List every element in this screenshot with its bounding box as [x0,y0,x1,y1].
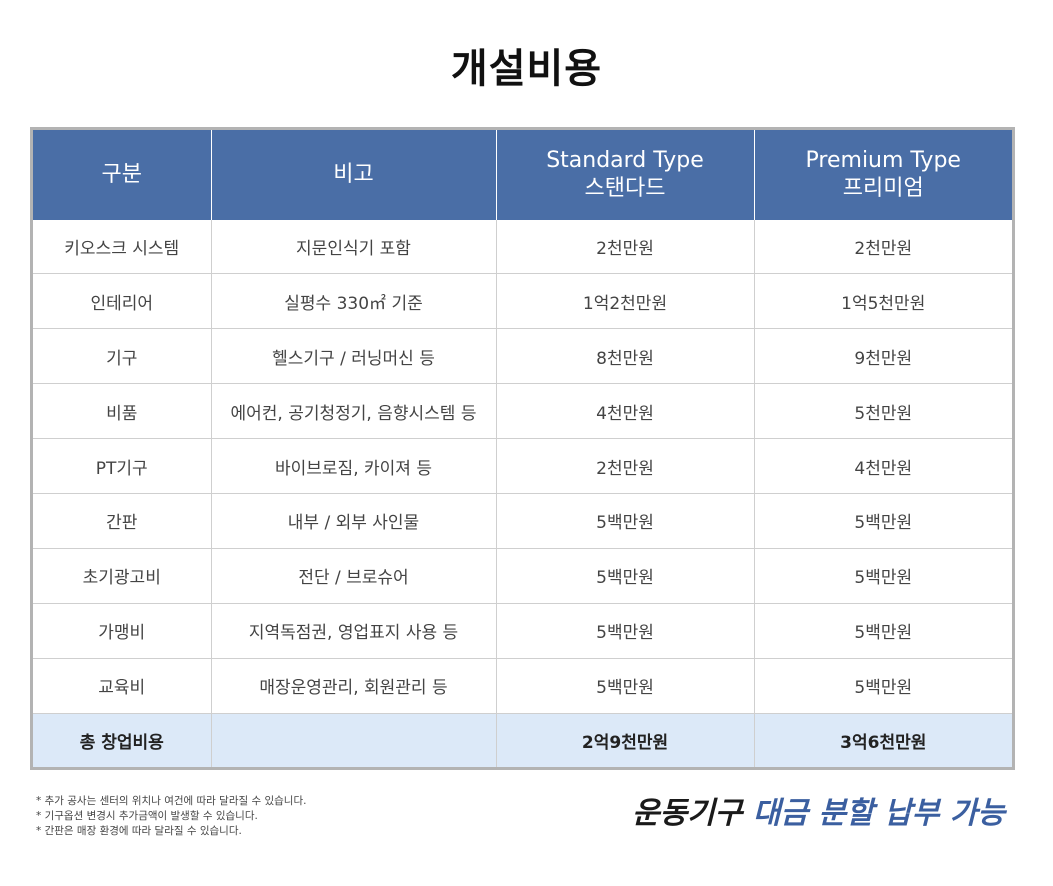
cell-standard: 4천만원 [496,383,755,440]
header-remarks: 비고 [211,130,497,220]
cell-premium: 5백만원 [754,493,1012,549]
cell-premium: 1억5천만원 [754,273,1012,330]
total-row: 총 창업비용 2억9천만원 3억6천만원 [33,713,1012,767]
cell-standard: 2천만원 [496,220,755,275]
slogan-part-installment: 대금 분할 납부 가능 [752,796,1005,831]
cell-remarks: 바이브로짐, 카이져 등 [211,438,497,494]
installment-slogan: 운동기구 대금 분할 납부 가능 [632,788,1005,832]
cell-standard: 1억2천만원 [496,273,755,330]
cell-premium: 4천만원 [754,438,1012,494]
cell-category: 키오스크 시스템 [33,220,212,275]
cell-premium: 5천만원 [754,383,1012,440]
cell-category: 기구 [33,328,212,385]
cell-premium: 5백만원 [754,658,1012,714]
table-row: 교육비 매장운영관리, 회원관리 등 5백만원 5백만원 [33,658,1012,714]
cell-remarks: 에어컨, 공기청정기, 음향시스템 등 [211,383,497,440]
cell-standard: 5백만원 [496,603,755,659]
table-row: 간판 내부 / 외부 사인물 5백만원 5백만원 [33,493,1012,549]
cell-standard: 2천만원 [496,438,755,494]
page-title: 개설비용 [450,46,603,92]
cell-standard: 5백만원 [496,658,755,714]
cell-category: 간판 [33,493,212,549]
table-row: 기구 헬스기구 / 러닝머신 등 8천만원 9천만원 [33,328,1012,385]
total-standard: 2억9천만원 [496,713,755,767]
footnote: * 기구옵션 변경시 추가금액이 발생할 수 있습니다. [36,810,258,822]
table-row: PT기구 바이브로짐, 카이져 등 2천만원 4천만원 [33,438,1012,494]
cell-category: PT기구 [33,438,212,494]
footnote: * 추가 공사는 센터의 위치나 여건에 따라 달라질 수 있습니다. [36,795,307,807]
cell-standard: 5백만원 [496,493,755,549]
cell-premium: 5백만원 [754,603,1012,659]
cell-remarks: 지역독점권, 영업표지 사용 등 [211,603,497,659]
table-row: 가맹비 지역독점권, 영업표지 사용 등 5백만원 5백만원 [33,603,1012,659]
cell-standard: 5백만원 [496,548,755,604]
cost-table: 구분 비고 Standard Type 스탠다드 Premium Type 프리… [33,130,1012,767]
cell-remarks: 내부 / 외부 사인물 [211,493,497,549]
slogan-part-equipment: 운동기구 [632,796,753,831]
footnote: * 간판은 매장 환경에 따라 달라질 수 있습니다. [36,825,242,837]
cell-remarks: 전단 / 브로슈어 [211,548,497,604]
cell-category: 교육비 [33,658,212,714]
header-category: 구분 [33,130,212,220]
cell-category: 초기광고비 [33,548,212,604]
header-standard-type: Standard Type 스탠다드 [496,130,755,220]
total-label: 총 창업비용 [33,713,212,767]
cell-remarks: 헬스기구 / 러닝머신 등 [211,328,497,385]
cell-remarks: 실평수 330㎡ 기준 [211,273,497,330]
cell-remarks: 지문인식기 포함 [211,220,497,275]
table-row: 키오스크 시스템 지문인식기 포함 2천만원 2천만원 [33,220,1012,275]
total-remarks [211,713,497,767]
cost-table-container: 구분 비고 Standard Type 스탠다드 Premium Type 프리… [30,127,1015,770]
total-premium: 3억6천만원 [754,713,1012,767]
cell-category: 가맹비 [33,603,212,659]
footnotes: * 추가 공사는 센터의 위치나 여건에 따라 달라질 수 있습니다. * 기구… [36,794,306,839]
table-row: 비품 에어컨, 공기청정기, 음향시스템 등 4천만원 5천만원 [33,383,1012,440]
cell-premium: 2천만원 [754,220,1012,275]
cell-standard: 8천만원 [496,328,755,385]
cell-category: 비품 [33,383,212,440]
header-premium-type: Premium Type 프리미엄 [754,130,1012,220]
table-row: 초기광고비 전단 / 브로슈어 5백만원 5백만원 [33,548,1012,604]
cell-premium: 5백만원 [754,548,1012,604]
cell-category: 인테리어 [33,273,212,330]
cell-remarks: 매장운영관리, 회원관리 등 [211,658,497,714]
table-row: 인테리어 실평수 330㎡ 기준 1억2천만원 1억5천만원 [33,273,1012,330]
table-header-row: 구분 비고 Standard Type 스탠다드 Premium Type 프리… [33,130,1012,220]
cell-premium: 9천만원 [754,328,1012,385]
